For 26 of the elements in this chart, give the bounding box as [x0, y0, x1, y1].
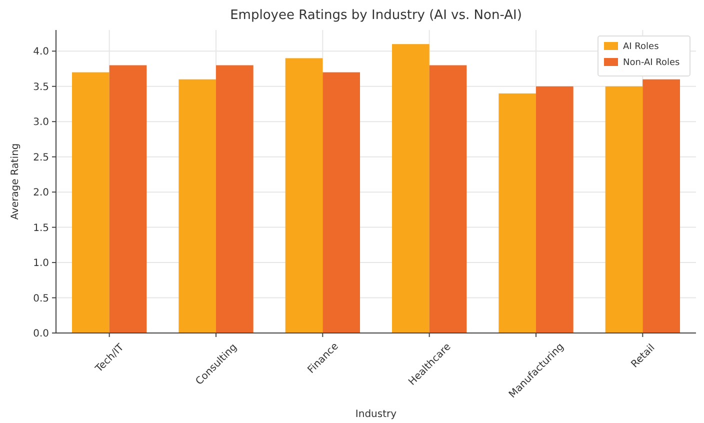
- y-tick-label: 4.0: [33, 46, 49, 58]
- chart-title: Employee Ratings by Industry (AI vs. Non-AI): [230, 8, 522, 23]
- bar: [392, 44, 430, 333]
- y-tick-label: 2.0: [33, 188, 49, 199]
- y-tick-label: 1.0: [33, 258, 49, 270]
- x-axis-title: Industry: [355, 409, 397, 420]
- y-tick-label: 0.0: [33, 328, 49, 340]
- bar: [498, 93, 536, 333]
- bar: [285, 58, 323, 333]
- y-tick-label: 3.0: [33, 117, 49, 128]
- legend-label: Non-AI Roles: [623, 58, 680, 68]
- bar: [322, 72, 360, 333]
- bar: [72, 72, 110, 333]
- y-tick-label: 1.5: [33, 222, 49, 234]
- bar: [178, 79, 216, 333]
- y-tick-label: 3.5: [33, 82, 49, 93]
- bar: [605, 86, 643, 333]
- bar: [216, 65, 254, 333]
- bar: [536, 86, 574, 333]
- y-tick-label: 2.5: [33, 152, 49, 164]
- bar: [642, 79, 680, 333]
- bar: [109, 65, 147, 333]
- bar: [429, 65, 467, 333]
- y-tick-label: 0.5: [33, 293, 49, 304]
- y-axis-title: Average Rating: [10, 143, 21, 220]
- legend-label: AI Roles: [623, 42, 660, 52]
